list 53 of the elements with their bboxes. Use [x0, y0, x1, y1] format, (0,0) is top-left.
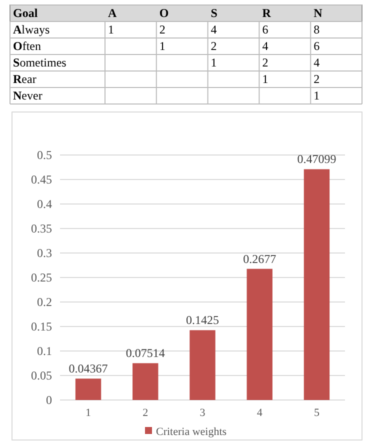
y-tick-label: Never: [13, 88, 42, 102]
y-tick-label: 0.15: [31, 320, 52, 334]
x-tick-label: S: [210, 6, 218, 20]
data-label: 6: [314, 39, 320, 53]
x-tick-label: R: [262, 6, 272, 20]
x-tick-label: O: [159, 6, 169, 20]
bar: [75, 378, 102, 400]
data-label: 4: [262, 39, 268, 53]
data-label: 1: [314, 88, 320, 102]
x-tick-label: 1: [86, 407, 92, 419]
bar: [246, 268, 272, 400]
x-tick-label: A: [108, 6, 117, 20]
data-label: 1: [210, 56, 217, 70]
y-tick-label: Often: [13, 39, 41, 53]
x-tick-label: 5: [314, 407, 320, 419]
data-label: 0.07514: [126, 346, 165, 360]
data-label: 0.1425: [186, 313, 219, 328]
y-tick-label: 0.05: [31, 368, 52, 382]
y-tick-label: 0.5: [37, 148, 52, 162]
x-tick-label: 4: [256, 407, 263, 419]
data-label: 0.2677: [243, 252, 276, 266]
y-tick-label: 0.2: [37, 295, 52, 309]
data-label: 2: [314, 72, 320, 86]
data-label: 2: [262, 56, 268, 70]
data-label: 6: [262, 22, 268, 36]
x-tick-label: 2: [142, 407, 148, 419]
data-label: 1: [159, 39, 166, 53]
bar: [190, 330, 216, 400]
y-tick-label: 0.1: [37, 344, 52, 358]
data-label: 4: [314, 56, 320, 70]
data-label: 1: [108, 22, 114, 36]
y-tick-label: 0: [46, 393, 52, 407]
bar: [132, 363, 158, 400]
y-tick-label: Rear: [13, 72, 36, 86]
legend-label: Criteria weights: [156, 426, 227, 438]
y-tick-label: 0.3: [37, 246, 52, 260]
y-tick-label: 0.35: [31, 222, 52, 236]
data-label: 8: [314, 22, 320, 36]
data-label: 2: [210, 39, 217, 53]
x-tick-label: 3: [200, 407, 206, 419]
y-tick-label: Always: [13, 22, 50, 36]
y-tick-label: Sometimes: [13, 56, 67, 70]
x-tick-label: N: [314, 6, 323, 20]
data-label: 2: [159, 22, 166, 36]
data-label: 0.47099: [297, 152, 336, 166]
y-tick-label: 0.25: [31, 270, 52, 284]
data-label: 4: [210, 22, 217, 36]
y-tick-label: 0.45: [31, 172, 52, 186]
data-label: 0.04367: [68, 362, 108, 376]
y-tick-label: 0.4: [37, 197, 52, 211]
data-label: 1: [262, 72, 268, 86]
y-axis-title: Goal: [13, 6, 38, 20]
bar: [304, 169, 330, 400]
